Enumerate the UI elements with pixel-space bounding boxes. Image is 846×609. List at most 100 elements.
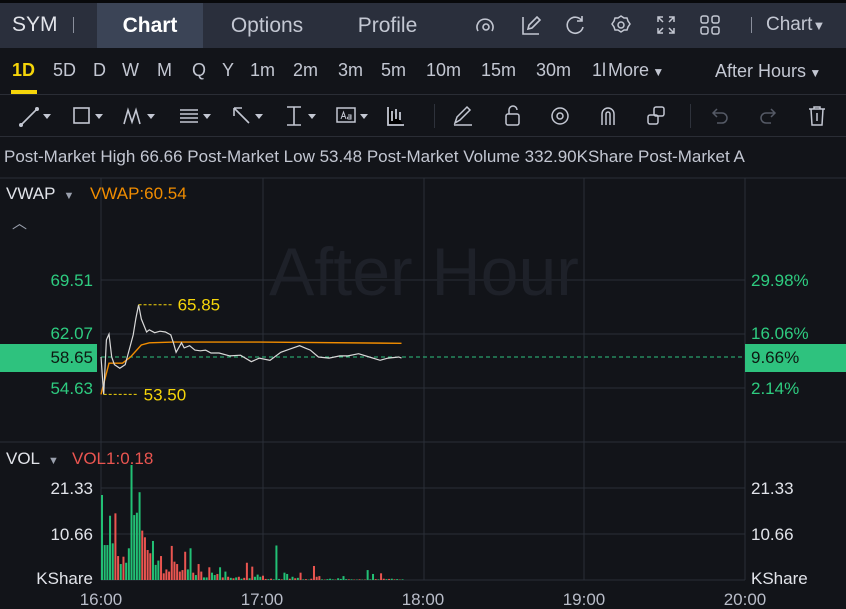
volume-bar: [315, 576, 318, 580]
tab-options[interactable]: Options: [230, 14, 304, 37]
volume-bar: [259, 576, 262, 580]
indicator-icon[interactable]: [384, 104, 406, 128]
volume-bar: [288, 578, 291, 580]
period-M[interactable]: M: [157, 60, 172, 80]
trash-icon[interactable]: [806, 104, 828, 128]
volume-bar: [275, 545, 278, 580]
volume-bar: [197, 564, 200, 580]
volume-bar: [216, 573, 219, 580]
volume-bar: [299, 572, 302, 580]
volume-bar: [186, 569, 189, 580]
watermark: After Hour: [269, 234, 579, 310]
arrow-tool-icon[interactable]: [230, 104, 264, 128]
time-tick: 19:00: [563, 590, 606, 609]
indicator-name: VOL: [6, 449, 41, 468]
link-icon[interactable]: [645, 104, 667, 128]
volume-tick: 10.66: [751, 525, 794, 544]
lock-icon[interactable]: [501, 104, 523, 128]
volume-bar: [202, 577, 205, 580]
vol-value: VOL1:0.18: [72, 449, 154, 468]
period-Q[interactable]: Q: [192, 60, 207, 80]
session-label: After Hours: [715, 61, 807, 81]
refresh-icon[interactable]: [564, 14, 586, 36]
rectangle-tool-icon[interactable]: [70, 104, 104, 128]
symbol-label: SYM: [12, 13, 58, 36]
volume-bar: [109, 515, 112, 580]
price-tick: 69.51: [50, 271, 93, 290]
volume-bar: [296, 577, 299, 580]
volume-bar: [170, 545, 173, 580]
volume-bar: [396, 579, 399, 580]
undo-icon[interactable]: [709, 104, 731, 128]
volume-bar: [331, 579, 334, 580]
volume-bar: [111, 543, 114, 580]
collapse-chevron-icon[interactable]: ︿: [12, 215, 28, 232]
period-1m[interactable]: 1m: [250, 60, 276, 80]
period-3m[interactable]: 3m: [338, 60, 364, 80]
vol-indicator-dropdown[interactable]: VOL ▼: [6, 449, 59, 469]
more-periods-dropdown[interactable]: More ▼: [608, 60, 664, 81]
period-W[interactable]: W: [122, 60, 139, 80]
gauge-icon[interactable]: [474, 14, 496, 36]
window-top-edge: [0, 0, 846, 3]
volume-bar: [393, 579, 396, 580]
period-Y[interactable]: Y: [222, 60, 235, 80]
volume-bar: [178, 571, 181, 580]
fib-tool-icon[interactable]: [178, 104, 212, 128]
volume-bar: [240, 578, 243, 580]
session-dropdown[interactable]: After Hours ▼: [715, 61, 821, 82]
drawing-toolbar: [0, 96, 846, 137]
period-5D[interactable]: 5D: [53, 60, 77, 80]
line-tool-icon[interactable]: [18, 104, 52, 128]
period-D[interactable]: D: [93, 60, 106, 80]
volume-bar: [278, 578, 281, 580]
tab-chart[interactable]: Chart: [97, 3, 203, 48]
magnet-icon[interactable]: [597, 104, 619, 128]
divider: [73, 17, 74, 33]
time-tick: 16:00: [80, 590, 123, 609]
redo-icon[interactable]: [757, 104, 779, 128]
layout-grid-icon[interactable]: [699, 14, 721, 36]
pattern-tool-icon[interactable]: [122, 104, 156, 128]
volume-bar: [176, 564, 179, 580]
volume-bar: [337, 578, 340, 580]
period-15m[interactable]: 15m: [481, 60, 517, 80]
volume-bar: [326, 579, 329, 580]
caret-down-icon: ▼: [806, 66, 822, 80]
chart-type-dropdown[interactable]: Chart▼: [766, 14, 825, 36]
volume-bar: [154, 564, 157, 580]
period-30m[interactable]: 30m: [536, 60, 572, 80]
time-tick: 20:00: [724, 590, 767, 609]
volume-bar: [192, 572, 195, 580]
period-bar: [0, 48, 846, 95]
last-price-badge: 58.65: [0, 344, 97, 372]
volume-bar: [294, 578, 297, 580]
tab-profile[interactable]: Profile: [357, 14, 418, 37]
volume-bar: [160, 556, 163, 580]
period-5m[interactable]: 5m: [381, 60, 407, 80]
period-1l[interactable]: 1l: [592, 60, 607, 80]
eye-icon[interactable]: [549, 104, 571, 128]
volume-bar: [374, 579, 377, 580]
volume-bar: [388, 578, 391, 580]
volume-bar: [272, 579, 275, 580]
period-2m[interactable]: 2m: [293, 60, 319, 80]
settings-icon[interactable]: [610, 14, 632, 36]
volume-bar: [302, 579, 305, 580]
volume-bar: [318, 576, 321, 580]
edit-icon[interactable]: [520, 14, 542, 36]
price-tick: 62.07: [50, 324, 93, 343]
text-tool-icon[interactable]: [335, 104, 369, 128]
volume-unit: KShare: [751, 569, 808, 588]
measure-tool-icon[interactable]: [283, 104, 317, 128]
period-1D[interactable]: 1D: [12, 60, 36, 80]
fullscreen-icon[interactable]: [655, 14, 677, 36]
vwap-indicator-dropdown[interactable]: VWAP ▼: [6, 184, 74, 204]
volume-bar: [165, 569, 168, 580]
volume-bar: [345, 579, 348, 580]
pencil-icon[interactable]: [451, 104, 473, 128]
volume-bar: [219, 567, 222, 580]
pct-tick: 29.98%: [751, 271, 809, 290]
period-10m[interactable]: 10m: [426, 60, 462, 80]
